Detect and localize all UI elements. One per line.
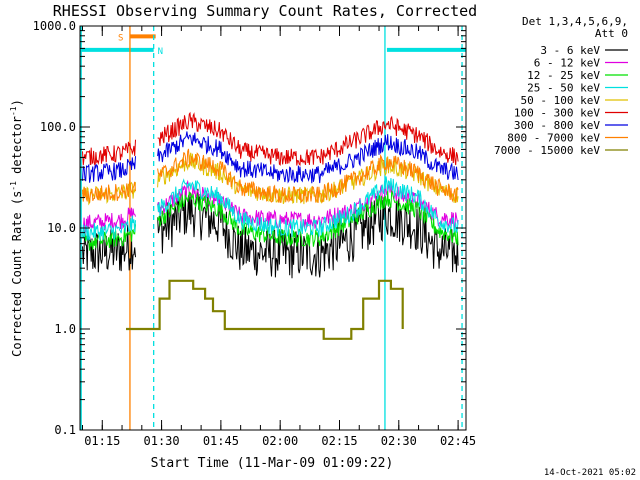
series-line-25-50-kev	[82, 176, 459, 242]
x-tick-label: 01:30	[144, 434, 180, 448]
y-tick-label: 1000.0	[33, 19, 76, 33]
legend-entry-label: 7000 - 15000 keV	[494, 144, 600, 157]
y-tick-label: 1.0	[54, 322, 76, 336]
chart-title: RHESSI Observing Summary Count Rates, Co…	[53, 2, 477, 20]
legend-entry-label: 100 - 300 keV	[514, 107, 600, 120]
y-axis-label-mid: detector	[10, 116, 24, 181]
series-line-7000-15000-kev	[126, 279, 404, 340]
legend-title-line2: Att 0	[595, 27, 628, 40]
y-axis-label-sup1: -1	[9, 181, 18, 191]
timestamp: 14-Oct-2021 05:02	[544, 468, 636, 478]
x-axis-label: Start Time (11-Mar-09 01:09:22)	[151, 456, 394, 471]
y-tick-label: 100.0	[40, 120, 76, 134]
series-line-3-6-kev	[82, 188, 459, 279]
legend-title-line1: Det 1,3,4,5,6,9,	[522, 15, 628, 28]
flag-label: S	[118, 33, 123, 43]
legend-entry-label: 300 - 800 keV	[514, 119, 600, 132]
y-axis-label-end: )	[10, 99, 24, 106]
x-tick-label: 02:00	[262, 434, 298, 448]
legend-entry-label: 12 - 25 keV	[527, 69, 600, 82]
legend-entry-label: 6 - 12 keV	[534, 57, 601, 70]
series-line-800-7000-kev	[82, 148, 459, 203]
y-tick-label: 10.0	[47, 221, 76, 235]
x-tick-label: 01:15	[84, 434, 120, 448]
plot-area: S N 0.1 1.0 10.0 100.0 1000.0 01:15 01:30 01:45 02…	[33, 19, 477, 448]
x-tick-label: 01:45	[203, 434, 239, 448]
x-tick-label: 02:30	[381, 434, 417, 448]
legend-entry-label: 800 - 7000 keV	[507, 132, 600, 145]
legend-entry-label: 50 - 100 keV	[521, 94, 601, 107]
x-tick-label: 02:15	[321, 434, 357, 448]
y-axis-label-sup2: -1	[9, 106, 18, 116]
x-tick-label: 02:45	[440, 434, 476, 448]
series-line-100-300-kev	[82, 111, 459, 167]
series-line-12-25-kev	[82, 189, 459, 251]
legend-entry-label: 25 - 50 keV	[527, 82, 600, 95]
y-axis-label-main: Corrected Count Rate (s	[10, 191, 24, 357]
legend-entry-label: 3 - 6 keV	[540, 44, 600, 57]
flag-label: N	[158, 47, 163, 57]
series-line-300-800-kev	[82, 131, 459, 184]
y-axis-label: Corrected Count Rate (s-1 detector-1)	[9, 99, 24, 357]
y-tick-label: 0.1	[54, 423, 76, 437]
